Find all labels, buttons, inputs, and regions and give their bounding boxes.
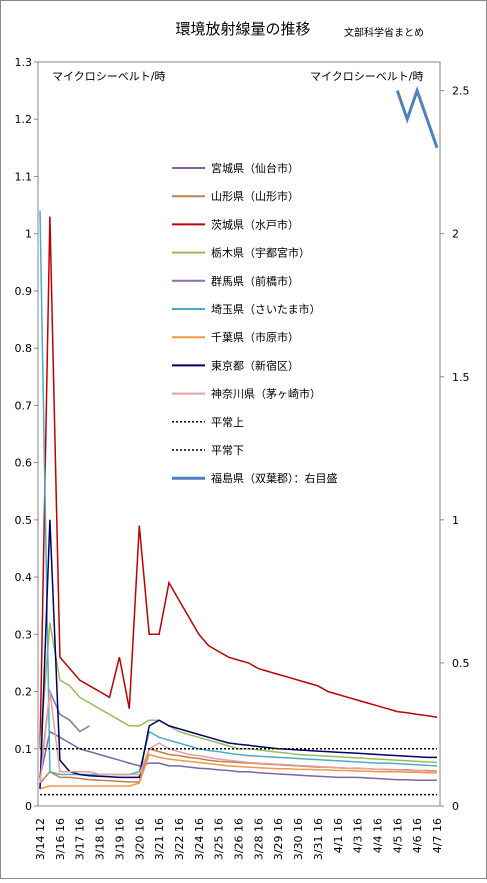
- chart-title: 環境放射線量の推移: [175, 20, 310, 38]
- y-tick-label: 1.3: [15, 56, 33, 69]
- y-tick-label: 0.9: [15, 285, 33, 298]
- legend-label: 平常下: [211, 444, 244, 457]
- series-line: [39, 622, 438, 764]
- x-tick-label: 4/3 16: [352, 818, 365, 853]
- legend-label: 東京都（新宿区）: [211, 358, 299, 372]
- y2-tick-label: 0.5: [452, 657, 470, 670]
- x-tick-label: 3/26 16: [233, 818, 246, 860]
- legend-label: 福島県（双葉郡）：右目盛: [211, 471, 338, 485]
- chart-subtitle: 文部科学省まとめ: [344, 26, 424, 39]
- x-tick-label: 4/4 16: [371, 818, 384, 853]
- x-tick-label: 3/29 16: [272, 818, 285, 860]
- y-axis-label: マイクロシーベルト/時: [52, 70, 166, 83]
- series-line: [39, 216, 438, 749]
- legend-label: 群馬県（前橋市）: [211, 274, 299, 288]
- series-line: [39, 691, 438, 784]
- legend-label: 山形県（山形市）: [211, 189, 299, 203]
- y-tick-label: 0.8: [15, 342, 33, 355]
- x-tick-label: 4/6 16: [411, 818, 424, 853]
- y-tick-label: 0.1: [15, 743, 33, 756]
- series-line: [39, 519, 437, 789]
- y-tick-label: 0.7: [15, 399, 33, 412]
- x-tick-label: 3/17 16: [74, 818, 87, 860]
- y2-axis-label: マイクロシーベルト/時: [310, 70, 424, 83]
- y-tick-label: 0: [25, 800, 32, 813]
- x-tick-label: 3/22 16: [173, 818, 186, 860]
- y-tick-label: 1.1: [15, 170, 33, 183]
- y-tick-label: 0.4: [15, 571, 33, 584]
- y-tick-label: 1: [25, 228, 32, 241]
- legend-label: 宮城県（仙台市）: [211, 161, 299, 175]
- x-tick-label: 4/1 16: [332, 818, 345, 853]
- x-tick-label: 3/25 16: [213, 818, 226, 860]
- series-line: [39, 753, 437, 790]
- x-tick-label: 3/20 16: [133, 818, 146, 860]
- x-tick-label: 3/24 16: [193, 818, 206, 860]
- y-tick-label: 1.2: [15, 113, 33, 126]
- legend-label: 平常上: [211, 416, 244, 429]
- series-line: [395, 86, 439, 149]
- x-tick-label: 3/19 16: [113, 818, 126, 860]
- y2-tick-label: 0: [452, 800, 459, 813]
- series-line: [39, 730, 437, 781]
- x-tick-label: 3/21 16: [153, 818, 166, 860]
- y2-tick-label: 2: [452, 228, 459, 241]
- x-tick-label: 3/16 16: [54, 818, 67, 860]
- x-tick-label: 3/30 16: [292, 818, 305, 860]
- plot-border: [37, 61, 441, 807]
- x-tick-label: 3/18 16: [94, 818, 107, 860]
- y-tick-label: 0.5: [15, 514, 33, 527]
- legend-label: 栃木県（宇都宮市）: [211, 246, 310, 260]
- y-tick-label: 0.3: [15, 628, 33, 641]
- y2-tick-label: 1: [452, 514, 459, 527]
- y-tick-label: 0.6: [15, 457, 33, 470]
- legend-label: 茨城県（水戸市）: [211, 217, 299, 231]
- x-tick-label: 3/31 16: [312, 818, 325, 860]
- legend-label: 神奈川県（茅ヶ崎市）: [211, 387, 321, 401]
- legend-label: 埼玉県（さいたま市）: [211, 302, 321, 316]
- x-tick-label: 4/7 16: [431, 818, 444, 853]
- x-tick-label: 3/14 12: [34, 818, 47, 860]
- y2-tick-label: 2.5: [452, 85, 470, 98]
- legend-label: 千葉県（市原市）: [211, 330, 299, 344]
- y-tick-label: 0.2: [15, 686, 33, 699]
- x-tick-label: 3/28 16: [252, 818, 265, 860]
- x-tick-label: 4/5 16: [391, 818, 404, 853]
- y2-tick-label: 1.5: [452, 371, 470, 384]
